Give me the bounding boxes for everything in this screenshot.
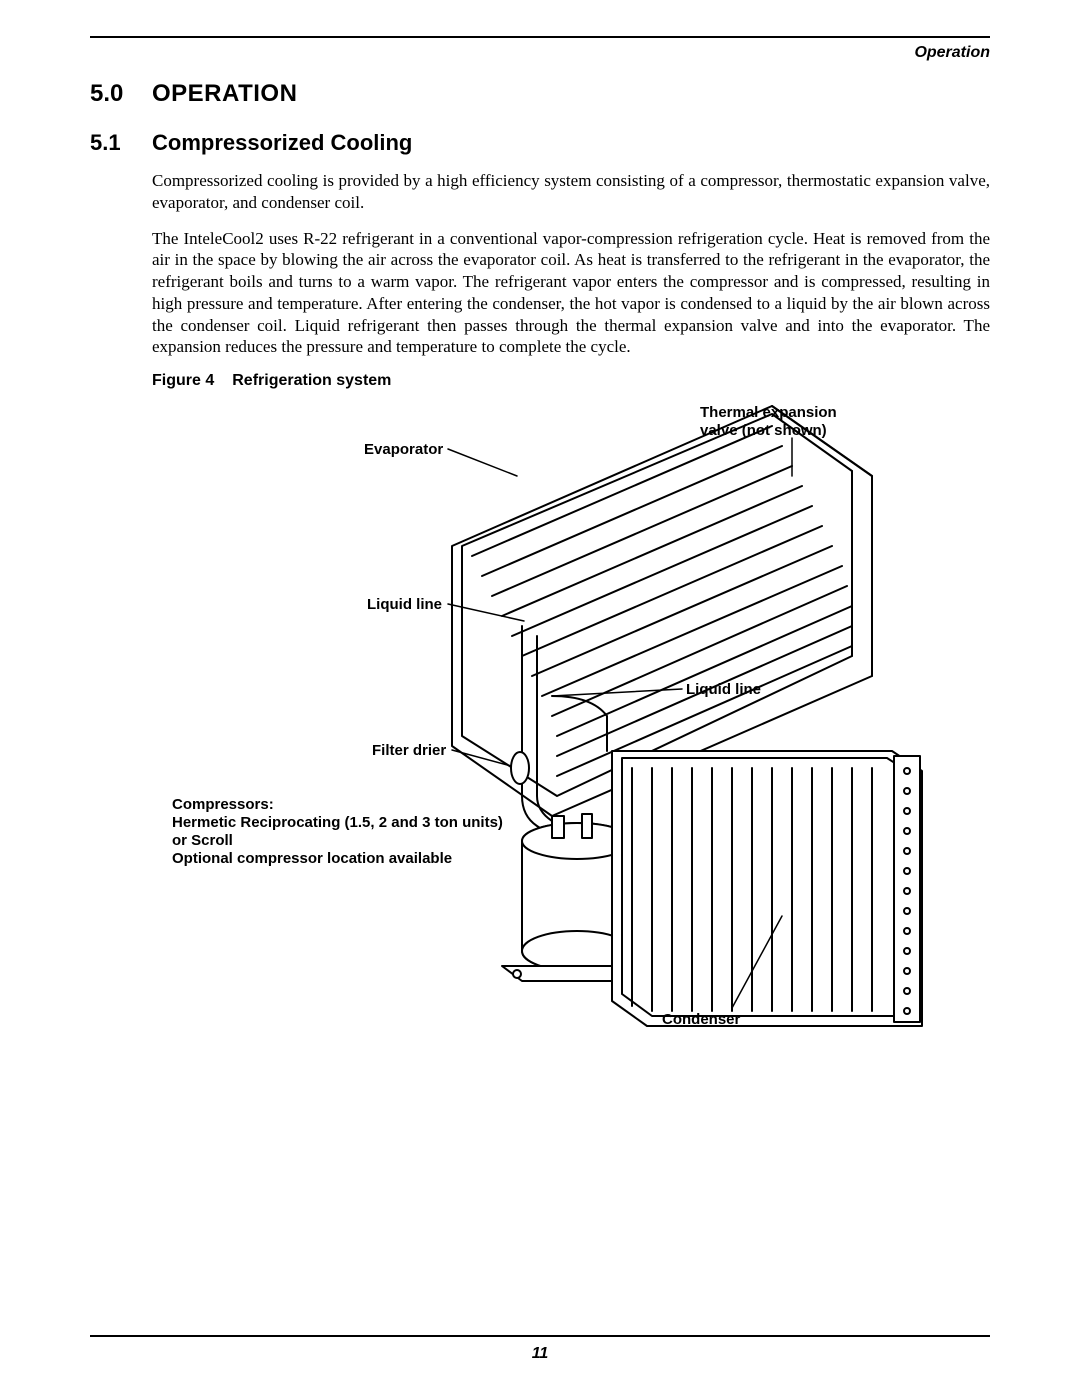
callout-liquid-line-right: Liquid line bbox=[686, 681, 761, 699]
figure-label-title: Refrigeration system bbox=[232, 372, 391, 389]
subheading-compressorized-cooling: 5.1 Compressorized Cooling bbox=[90, 130, 990, 156]
heading-operation: 5.0 OPERATION bbox=[90, 80, 990, 108]
callout-liquid-line-left: Liquid line bbox=[367, 596, 442, 614]
figure-label-prefix: Figure 4 bbox=[152, 372, 214, 389]
callout-thermal-expansion: Thermal expansion valve (not shown) bbox=[700, 404, 837, 440]
header-section-label: Operation bbox=[90, 44, 990, 62]
bottom-rule bbox=[90, 1335, 990, 1337]
paragraph-2: The InteleCool2 uses R-22 refrigerant in… bbox=[152, 228, 990, 359]
page: Operation 5.0 OPERATION 5.1 Compressoriz… bbox=[0, 0, 1080, 1397]
paragraph-1: Compressorized cooling is provided by a … bbox=[152, 170, 990, 214]
heading-number: 5.0 bbox=[90, 80, 152, 108]
subheading-number: 5.1 bbox=[90, 130, 152, 156]
condenser-shape bbox=[612, 751, 922, 1026]
refrigeration-diagram-svg bbox=[152, 396, 982, 1056]
page-number: 11 bbox=[0, 1345, 1080, 1363]
heading-title: OPERATION bbox=[152, 80, 297, 108]
callout-condenser: Condenser bbox=[662, 1011, 740, 1029]
subheading-title: Compressorized Cooling bbox=[152, 130, 412, 156]
figure-refrigeration-system: Evaporator Thermal expansion valve (not … bbox=[152, 396, 982, 1056]
callout-compressors: Compressors: Hermetic Reciprocating (1.5… bbox=[172, 796, 503, 868]
callout-evaporator: Evaporator bbox=[364, 441, 443, 459]
figure-caption: Figure 4 Refrigeration system bbox=[152, 372, 990, 390]
top-rule bbox=[90, 36, 990, 38]
callout-filter-drier: Filter drier bbox=[372, 742, 446, 760]
